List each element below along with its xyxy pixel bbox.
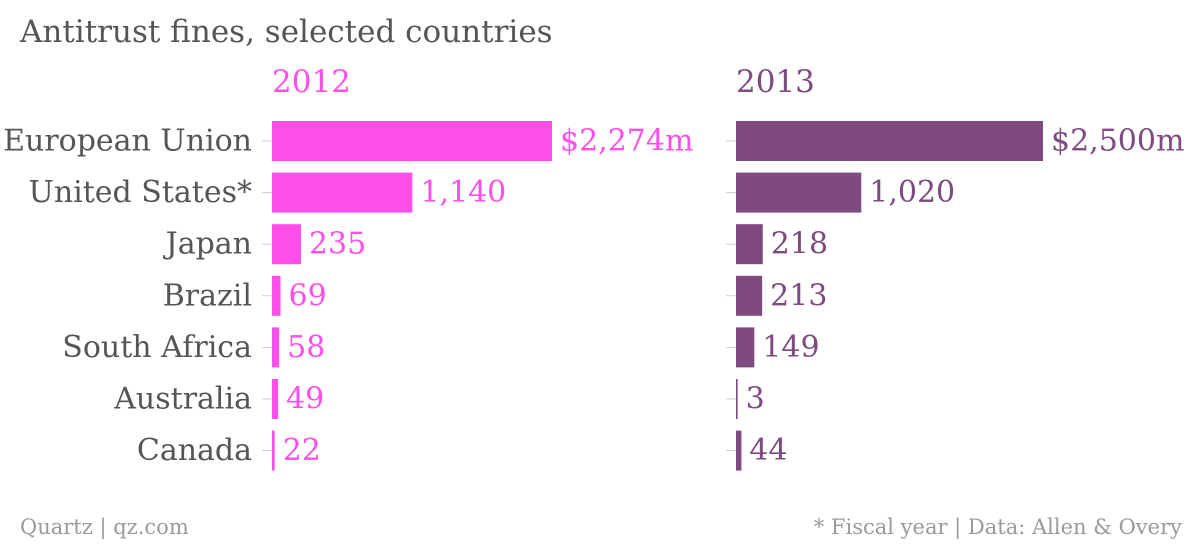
chart-title: Antitrust fines, selected countries bbox=[20, 14, 553, 50]
bar-2013-4 bbox=[736, 327, 755, 368]
bar-2013-3 bbox=[736, 275, 763, 316]
value-label: $2,500m bbox=[1051, 124, 1184, 159]
category-label: Canada bbox=[137, 433, 252, 468]
value-label: 44 bbox=[749, 433, 787, 468]
value-label: $2,274m bbox=[560, 124, 693, 159]
value-label: 69 bbox=[288, 278, 326, 313]
category-label: Japan bbox=[163, 227, 252, 262]
bar-2013-1 bbox=[736, 172, 862, 213]
value-label: 22 bbox=[283, 433, 321, 468]
panel-title-2012: 2012 bbox=[272, 64, 351, 100]
value-label: 1,020 bbox=[869, 175, 955, 210]
footer-source: Quartz | qz.com bbox=[20, 515, 189, 539]
value-label: 218 bbox=[771, 227, 828, 262]
bar-2012-0 bbox=[272, 121, 552, 161]
value-label: 58 bbox=[287, 330, 325, 365]
value-label: 149 bbox=[762, 330, 819, 365]
category-label: Australia bbox=[113, 382, 252, 417]
bar-2013-5 bbox=[736, 379, 738, 419]
value-label: 1,140 bbox=[420, 175, 506, 210]
value-label: 235 bbox=[309, 227, 366, 262]
bar-2013-0 bbox=[736, 121, 1043, 161]
category-label: European Union bbox=[3, 124, 252, 159]
bar-2012-2 bbox=[272, 224, 301, 265]
panel-title-2013: 2013 bbox=[736, 64, 815, 100]
value-label: 49 bbox=[286, 382, 324, 417]
value-label: 3 bbox=[746, 382, 765, 417]
bar-2012-4 bbox=[272, 327, 280, 368]
value-label: 213 bbox=[770, 278, 827, 313]
footer-note: * Fiscal year | Data: Allen & Overy bbox=[813, 515, 1182, 539]
bar-2012-3 bbox=[272, 275, 281, 316]
bar-2013-2 bbox=[736, 224, 763, 265]
bar-2013-6 bbox=[736, 430, 742, 471]
bar-2012-1 bbox=[272, 172, 413, 213]
bar-2012-6 bbox=[272, 430, 275, 471]
category-label: Brazil bbox=[163, 278, 252, 313]
bar-2012-5 bbox=[272, 379, 279, 419]
category-label: South Africa bbox=[62, 330, 252, 365]
category-label: United States* bbox=[29, 175, 252, 210]
